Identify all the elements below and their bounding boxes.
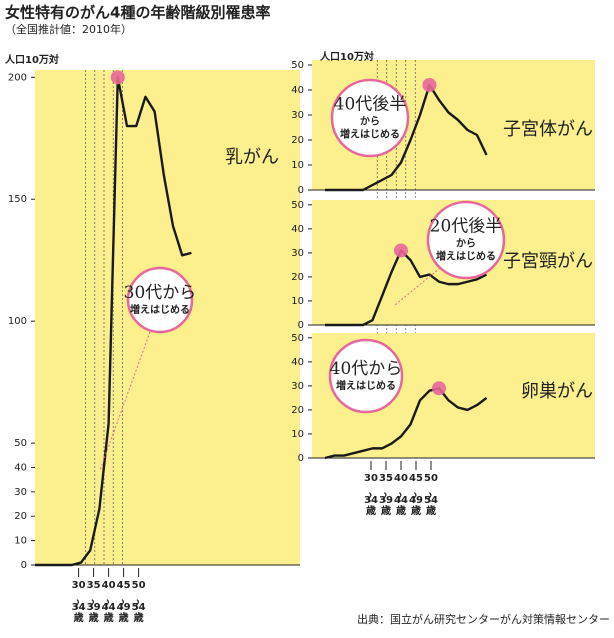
data-line — [35, 76, 192, 567]
annotation-text: から — [360, 116, 380, 128]
annotation-text: 増えはじめる — [336, 379, 396, 392]
y-tick-label: 20 — [291, 405, 304, 416]
y-tick-label: 50 — [291, 60, 304, 71]
y-tick-label: 10 — [14, 536, 27, 547]
y-tick-label: 0 — [298, 185, 304, 196]
y-tick-label: 40 — [291, 85, 304, 96]
y-tick-label: 0 — [298, 453, 304, 464]
y-tick-label: 50 — [291, 333, 304, 344]
annotation-text: 増えはじめる — [436, 250, 496, 263]
x-tick-label: 50 〜54 歳 — [131, 580, 146, 624]
panel-title: 子宮体がん — [503, 119, 593, 140]
data-line — [324, 387, 488, 460]
annotation-text: 増えはじめる — [130, 303, 190, 316]
annotation-text: から — [456, 238, 476, 250]
x-tick-label: 35 〜39 歳 — [378, 473, 393, 517]
y-tick-label: 0 — [298, 320, 304, 331]
x-tick-label: 30 〜34 歳 — [363, 473, 378, 517]
peak-marker — [394, 243, 408, 258]
annotation-text: 40代から — [330, 359, 403, 379]
annotation-bubble — [328, 338, 404, 414]
y-tick-label: 40 — [291, 357, 304, 368]
y-tick-label: 40 — [14, 462, 27, 473]
annotation-leader — [394, 267, 441, 306]
y-tick-label: 150 — [8, 194, 27, 205]
annotation-text: 20代後半 — [430, 217, 503, 237]
y-tick-label: 30 — [291, 381, 304, 392]
annotation-bubble — [426, 200, 506, 280]
x-tick-label: 40 〜44 歳 — [101, 580, 116, 624]
title: 女性特有のがん4種の年齢階級別罹患率 — [5, 4, 270, 22]
annotation-text: 40代後半 — [334, 95, 407, 115]
subtitle: （全国推計値：2010年） — [5, 22, 132, 36]
y-tick-label: 100 — [8, 316, 27, 327]
x-tick-label: 45 〜49 歳 — [408, 473, 423, 517]
panel-title: 子宮頸がん — [503, 251, 593, 272]
y-tick-label: 0 — [21, 560, 27, 571]
y-tick-label: 50 — [14, 438, 27, 449]
x-tick-label: 30 〜34 歳 — [71, 580, 86, 624]
source: 出典：国立がん研究センターがん対策情報センター — [357, 612, 610, 626]
x-tick-label: 45 〜49 歳 — [116, 580, 131, 624]
y-tick-label: 50 — [291, 200, 304, 211]
x-tick-label: 50 〜54 歳 — [423, 473, 438, 517]
annotation-bubble — [126, 266, 194, 334]
y-tick-label: 40 — [291, 224, 304, 235]
y-tick-label: 30 — [291, 110, 304, 121]
data-line — [325, 83, 488, 192]
annotation-text: 増えはじめる — [340, 128, 400, 141]
annotation-text: 30代から — [124, 283, 197, 303]
y-axis-label: 人口10万対 — [320, 50, 374, 63]
y-tick-label: 10 — [291, 296, 304, 307]
peak-marker — [422, 78, 437, 92]
peak-marker — [110, 70, 125, 85]
y-tick-label: 20 — [291, 135, 304, 146]
y-tick-label: 10 — [291, 429, 304, 440]
y-tick-label: 10 — [291, 160, 304, 171]
y-tick-label: 20 — [14, 511, 27, 522]
y-tick-label: 20 — [291, 272, 304, 283]
y-tick-label: 30 — [14, 487, 27, 498]
y-tick-label: 30 — [291, 248, 304, 259]
x-tick-label: 40 〜44 歳 — [393, 473, 408, 517]
y-axis-label: 人口10万対 — [5, 53, 59, 66]
annotation-bubble — [330, 78, 410, 158]
y-tick-label: 200 — [8, 72, 27, 83]
panel-title: 乳がん — [225, 147, 279, 168]
peak-marker — [432, 381, 446, 396]
panel-title: 卵巣がん — [521, 381, 593, 402]
x-tick-label: 35 〜39 歳 — [86, 580, 101, 624]
annotation-leader — [99, 331, 151, 471]
